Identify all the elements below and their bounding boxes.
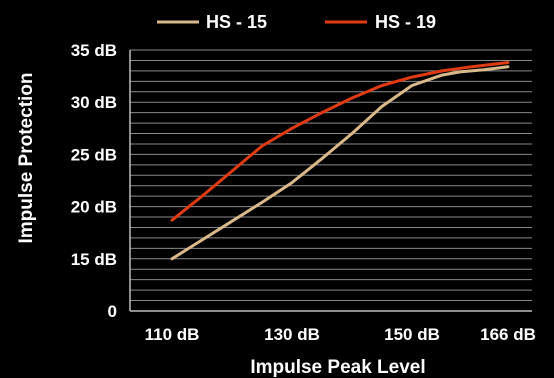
- x-tick-label: 150 dB: [384, 325, 440, 344]
- x-axis-label: Impulse Peak Level: [250, 357, 425, 378]
- legend: HS - 15 HS - 19: [157, 12, 436, 32]
- y-tick-label: 30 dB: [71, 93, 117, 112]
- y-tick-label: 20 dB: [71, 198, 117, 217]
- x-tick-label: 130 dB: [264, 325, 320, 344]
- series-line: [170, 65, 510, 261]
- x-tick-label: 110 dB: [145, 325, 200, 344]
- y-tick-label: 15 dB: [71, 250, 117, 269]
- grid-lines: [130, 49, 532, 302]
- x-tick-labels: 110 dB 130 dB 150 dB 166 dB: [145, 325, 536, 344]
- series-lines: [170, 61, 510, 261]
- x-tick-label: 166 dB: [480, 325, 536, 344]
- series-line: [170, 61, 510, 222]
- y-tick-label: 25 dB: [71, 145, 117, 164]
- y-tick-label: 0: [108, 302, 117, 321]
- y-tick-label: 35 dB: [71, 41, 117, 60]
- y-tick-labels: 0 15 dB 20 dB 25 dB 30 dB 35 dB: [71, 41, 117, 321]
- y-axis-label: Impulse Protection: [16, 72, 37, 243]
- axes: [129, 50, 532, 312]
- legend-label: HS - 15: [206, 12, 267, 32]
- legend-label: HS - 19: [375, 12, 436, 32]
